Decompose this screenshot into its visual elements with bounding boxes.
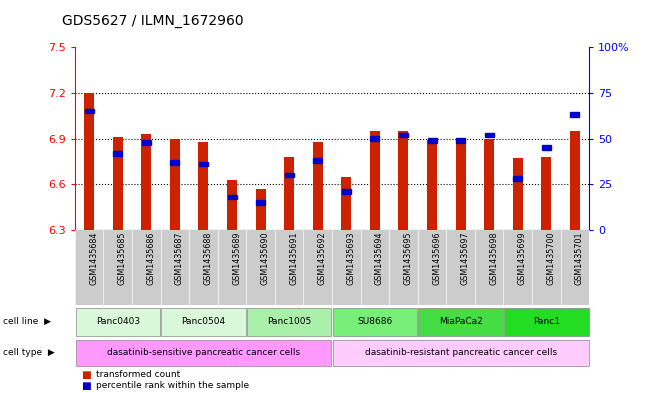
Bar (341, 176, 352, 230)
Bar (399, 132, 408, 137)
Bar (142, 140, 151, 145)
Bar (199, 141, 208, 230)
Bar (342, 189, 351, 194)
Bar (428, 138, 437, 143)
Bar (256, 189, 266, 230)
Text: ■: ■ (81, 381, 91, 391)
Text: dasatinib-resistant pancreatic cancer cells: dasatinib-resistant pancreatic cancer ce… (365, 349, 557, 357)
Text: SU8686: SU8686 (357, 318, 393, 326)
Bar (85, 109, 94, 114)
Bar (284, 173, 294, 178)
Bar (484, 138, 494, 230)
Bar (171, 160, 180, 165)
Bar (427, 140, 437, 230)
Bar (370, 131, 380, 230)
Bar (284, 157, 294, 230)
Text: GSM1435695: GSM1435695 (404, 232, 413, 285)
Bar (313, 158, 322, 163)
Bar (84, 93, 94, 230)
Bar (227, 195, 236, 199)
Bar (484, 132, 493, 137)
Text: GSM1435699: GSM1435699 (518, 232, 527, 285)
Bar (113, 137, 123, 230)
Text: GSM1435690: GSM1435690 (260, 232, 270, 285)
Text: Panc1: Panc1 (533, 318, 560, 326)
Text: cell type  ▶: cell type ▶ (3, 349, 55, 357)
Text: GSM1435700: GSM1435700 (546, 232, 555, 285)
Bar (456, 140, 465, 230)
Text: Panc0403: Panc0403 (96, 318, 140, 326)
Text: GSM1435697: GSM1435697 (461, 232, 469, 285)
Bar (170, 138, 180, 230)
Bar (256, 200, 265, 205)
Text: Panc1005: Panc1005 (267, 318, 311, 326)
Bar (398, 131, 408, 230)
Text: GSM1435698: GSM1435698 (489, 232, 498, 285)
Bar (312, 141, 323, 230)
Text: GSM1435686: GSM1435686 (146, 232, 156, 285)
Text: GSM1435688: GSM1435688 (203, 232, 212, 285)
Text: GSM1435684: GSM1435684 (89, 232, 98, 285)
Text: percentile rank within the sample: percentile rank within the sample (96, 382, 249, 390)
Text: GSM1435692: GSM1435692 (318, 232, 327, 285)
Bar (113, 151, 122, 156)
Bar (570, 112, 579, 117)
Text: GDS5627 / ILMN_1672960: GDS5627 / ILMN_1672960 (62, 14, 243, 28)
Text: GSM1435693: GSM1435693 (346, 232, 355, 285)
Text: cell line  ▶: cell line ▶ (3, 318, 51, 326)
Text: GSM1435689: GSM1435689 (232, 232, 241, 285)
Bar (199, 162, 208, 167)
Text: GSM1435691: GSM1435691 (289, 232, 298, 285)
Bar (141, 134, 151, 230)
Text: Panc0504: Panc0504 (182, 318, 225, 326)
Text: transformed count: transformed count (96, 370, 180, 379)
Text: GSM1435687: GSM1435687 (175, 232, 184, 285)
Text: dasatinib-sensitive pancreatic cancer cells: dasatinib-sensitive pancreatic cancer ce… (107, 349, 300, 357)
Bar (542, 145, 551, 150)
Bar (227, 180, 237, 230)
Text: MiaPaCa2: MiaPaCa2 (439, 318, 482, 326)
Text: GSM1435696: GSM1435696 (432, 232, 441, 285)
Text: GSM1435701: GSM1435701 (575, 232, 584, 285)
Bar (513, 158, 523, 230)
Bar (370, 136, 380, 141)
Text: GSM1435694: GSM1435694 (375, 232, 384, 285)
Text: ■: ■ (81, 369, 91, 380)
Bar (541, 157, 551, 230)
Bar (456, 138, 465, 143)
Text: GSM1435685: GSM1435685 (118, 232, 127, 285)
Bar (570, 131, 580, 230)
Bar (513, 176, 522, 181)
